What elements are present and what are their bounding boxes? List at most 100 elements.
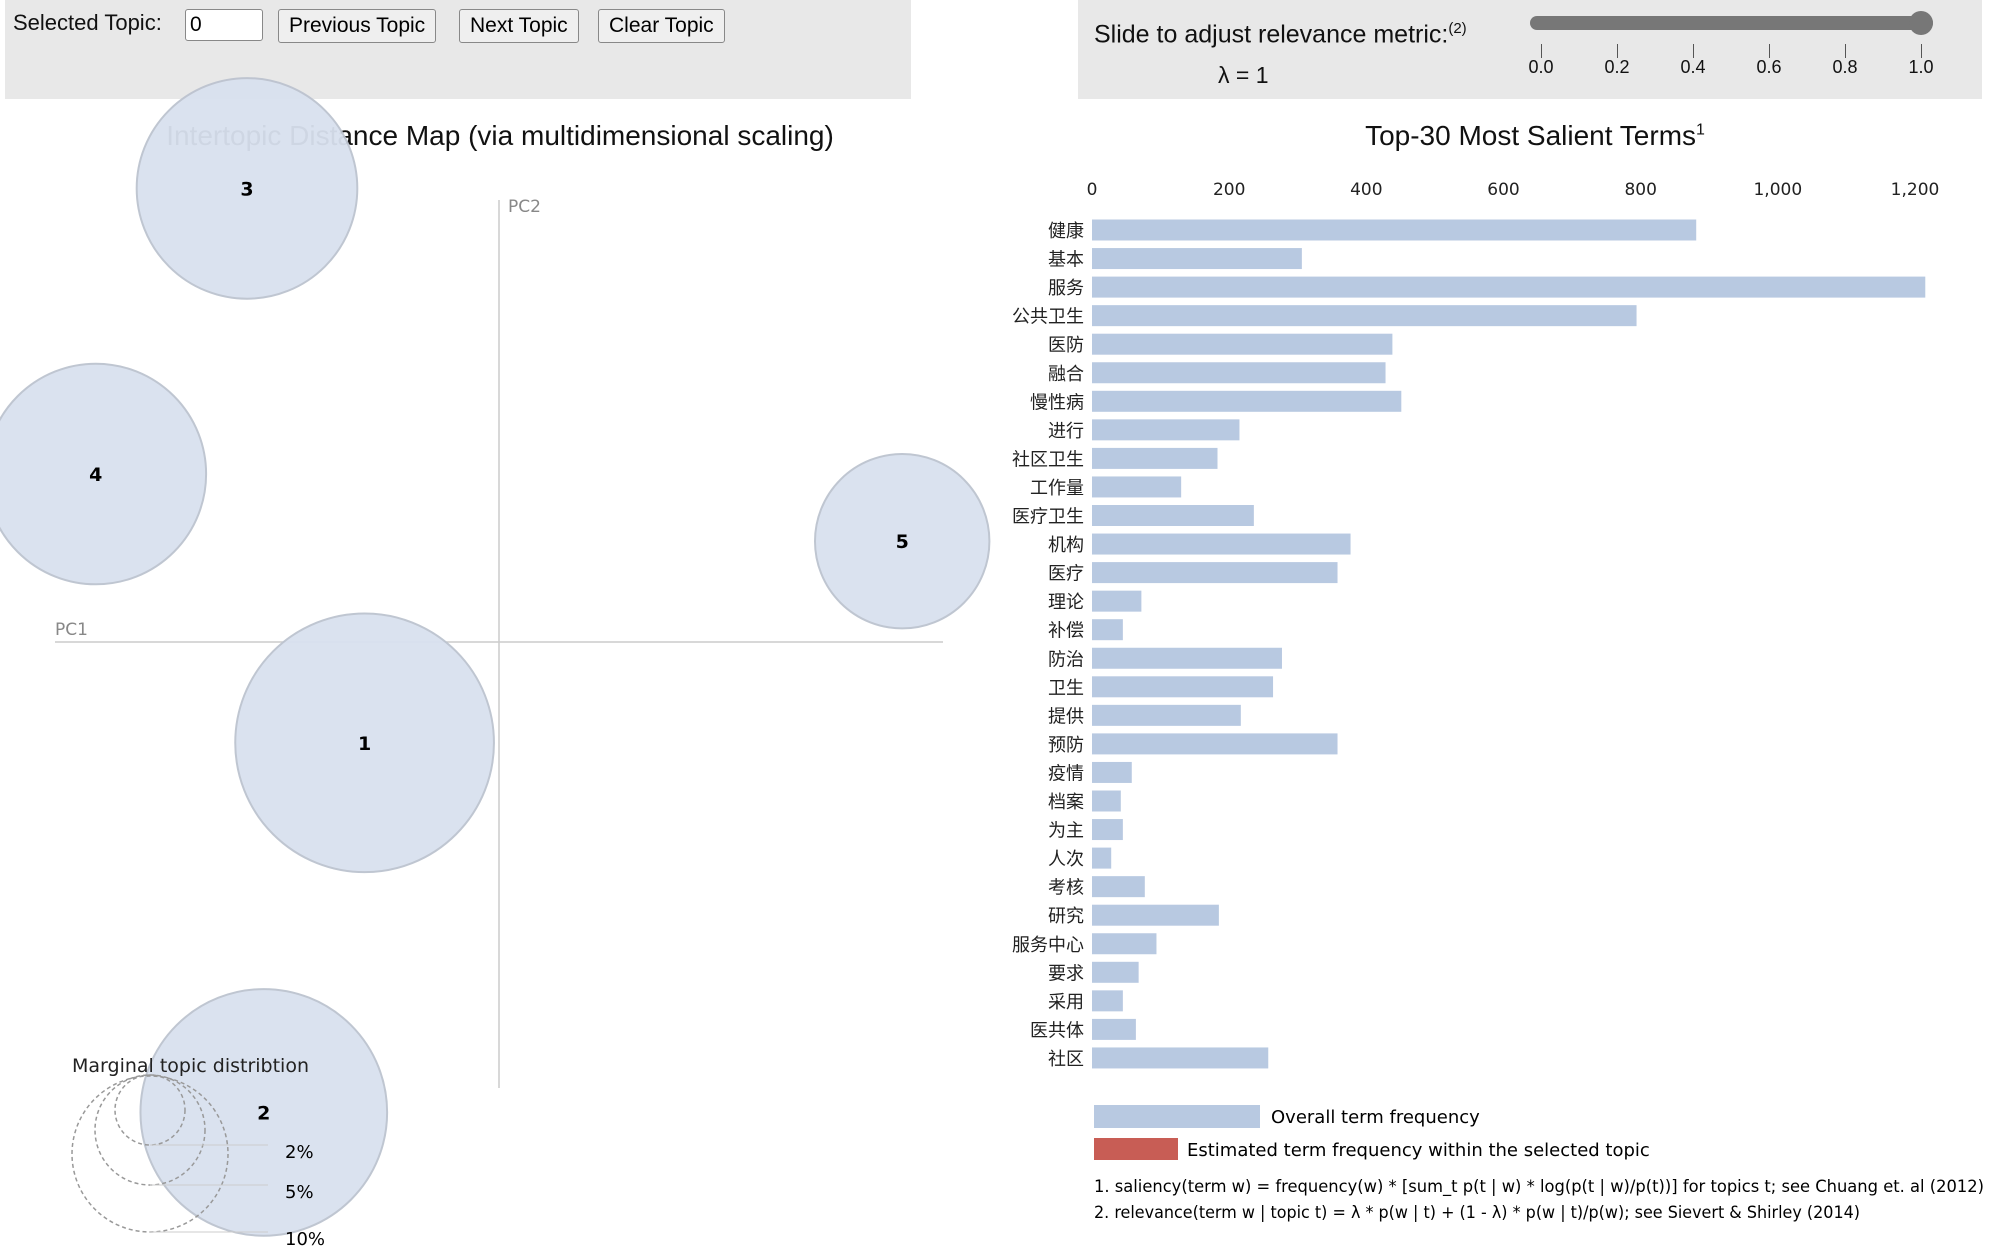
term-label[interactable]: 预防 — [1048, 735, 1084, 756]
term-label[interactable]: 慢性病 — [1030, 392, 1084, 413]
salient-terms-title: Top-30 Most Salient Terms1 — [1070, 120, 2000, 152]
term-bar[interactable] — [1092, 505, 1254, 526]
topic-circle-5[interactable] — [813, 452, 991, 630]
term-bar[interactable] — [1092, 876, 1145, 898]
term-label[interactable]: 服务中心 — [1012, 935, 1084, 956]
term-label[interactable]: 理论 — [1048, 592, 1084, 613]
term-label[interactable]: 要求 — [1048, 963, 1084, 984]
previous-topic-button[interactable]: Previous Topic — [278, 9, 437, 43]
marginal-legend-title: Marginal topic distribtion — [72, 1055, 309, 1077]
x-tick-label: 600 — [1487, 180, 1519, 200]
term-bar[interactable] — [1092, 761, 1132, 783]
next-topic-button[interactable]: Next Topic — [459, 9, 579, 43]
term-label[interactable]: 考核 — [1048, 878, 1084, 899]
term-label[interactable]: 健康 — [1048, 221, 1084, 242]
term-label[interactable]: 社区 — [1048, 1049, 1084, 1070]
pc1-label: PC1 — [55, 620, 88, 640]
term-label[interactable]: 补偿 — [1048, 621, 1084, 642]
term-label[interactable]: 为主 — [1048, 821, 1084, 842]
legend-circle-2pct — [114, 1074, 186, 1146]
term-bar[interactable] — [1092, 847, 1112, 869]
slider-tick — [1617, 44, 1618, 58]
relevance-slider-track[interactable] — [1530, 16, 1933, 30]
legend-overall-swatch — [1094, 1105, 1260, 1128]
term-label[interactable]: 医疗 — [1048, 564, 1084, 585]
term-bar[interactable] — [1092, 733, 1338, 755]
topic-circle-4[interactable] — [0, 362, 208, 586]
term-label[interactable]: 公共卫生 — [1012, 307, 1084, 328]
term-bar[interactable] — [1092, 447, 1218, 469]
term-bar[interactable] — [1092, 333, 1393, 355]
term-label[interactable]: 防治 — [1048, 649, 1084, 670]
legend-label-2pct: 2% — [285, 1142, 314, 1163]
term-bar[interactable] — [1092, 305, 1637, 327]
lambda-value: λ = 1 — [1218, 62, 1269, 88]
term-bar[interactable] — [1092, 219, 1697, 241]
term-bar[interactable] — [1092, 419, 1240, 441]
term-bar[interactable] — [1092, 562, 1338, 584]
pc2-label: PC2 — [508, 197, 541, 217]
term-bar[interactable] — [1092, 362, 1386, 384]
term-label[interactable]: 疫情 — [1048, 763, 1084, 784]
term-bar[interactable] — [1092, 904, 1219, 926]
term-bar[interactable] — [1092, 276, 1926, 298]
term-bar[interactable] — [1092, 619, 1123, 641]
term-label[interactable]: 社区卫生 — [1012, 449, 1084, 470]
term-label[interactable]: 提供 — [1048, 706, 1084, 727]
term-label[interactable]: 研究 — [1048, 906, 1084, 927]
term-label[interactable]: 采用 — [1048, 992, 1084, 1013]
topic-control-panel: Selected Topic: Previous Topic Next Topi… — [5, 0, 911, 99]
term-bar[interactable] — [1092, 1047, 1269, 1069]
term-label[interactable]: 服务 — [1048, 278, 1084, 299]
term-label[interactable]: 融合 — [1048, 364, 1084, 385]
term-label[interactable]: 医疗卫生 — [1012, 507, 1084, 528]
topic-label-4: 4 — [89, 464, 102, 486]
term-bar[interactable] — [1092, 704, 1241, 726]
slider-tick-label: 0.2 — [1604, 57, 1630, 77]
topic-circle-1[interactable] — [234, 612, 495, 874]
legend-overall-label: Overall term frequency — [1271, 1107, 1480, 1128]
term-label[interactable]: 基本 — [1048, 250, 1084, 271]
term-label[interactable]: 医共体 — [1030, 1020, 1084, 1041]
slider-tick — [1769, 44, 1770, 58]
term-label[interactable]: 工作量 — [1030, 478, 1084, 499]
term-bar[interactable] — [1092, 1018, 1136, 1040]
relevance-control-panel: Slide to adjust relevance metric:(2) λ =… — [1078, 0, 1982, 99]
clear-topic-button[interactable]: Clear Topic — [598, 9, 725, 43]
selected-topic-input[interactable] — [185, 9, 263, 41]
x-tick-label: 0 — [1087, 180, 1098, 200]
term-bar[interactable] — [1092, 647, 1282, 669]
slider-tick-label: 0.6 — [1756, 57, 1782, 77]
term-bar[interactable] — [1092, 961, 1139, 983]
term-bar[interactable] — [1092, 390, 1402, 412]
slider-tick — [1693, 44, 1694, 58]
term-label[interactable]: 档案 — [1048, 792, 1084, 813]
slider-tick-label: 1.0 — [1908, 57, 1934, 77]
term-bar[interactable] — [1092, 676, 1274, 698]
term-bar[interactable] — [1092, 933, 1157, 955]
term-bar[interactable] — [1092, 476, 1182, 498]
footnote-saliency: 1. saliency(term w) = frequency(w) * [su… — [1094, 1177, 1984, 1197]
legend-topic-label: Estimated term frequency within the sele… — [1187, 1140, 1650, 1161]
topic-circle-3[interactable] — [135, 77, 359, 300]
legend-label-10pct: 10% — [285, 1229, 325, 1250]
slider-tick-label: 0.4 — [1680, 57, 1706, 77]
relevance-slider-thumb[interactable] — [1909, 11, 1933, 35]
term-bar[interactable] — [1092, 990, 1123, 1012]
selected-topic-label: Selected Topic: — [13, 10, 162, 35]
term-bar[interactable] — [1092, 819, 1123, 841]
term-bar[interactable] — [1092, 790, 1121, 812]
term-label[interactable]: 卫生 — [1048, 678, 1084, 699]
term-label[interactable]: 进行 — [1048, 421, 1084, 442]
slider-footnote: (2) — [1448, 20, 1467, 37]
intertopic-map: PC2 PC1 1 2 3 4 5 Marginal topic distribtion… — [0, 77, 991, 1250]
term-label[interactable]: 机构 — [1048, 535, 1084, 556]
slider-tick — [1845, 44, 1846, 58]
term-bar[interactable] — [1092, 590, 1142, 612]
topic-circle-2[interactable] — [139, 988, 389, 1237]
topic-label-5: 5 — [896, 531, 909, 553]
term-bar[interactable] — [1092, 533, 1351, 555]
term-label[interactable]: 医防 — [1048, 335, 1084, 356]
term-label[interactable]: 人次 — [1048, 849, 1084, 870]
term-bar[interactable] — [1092, 248, 1302, 270]
